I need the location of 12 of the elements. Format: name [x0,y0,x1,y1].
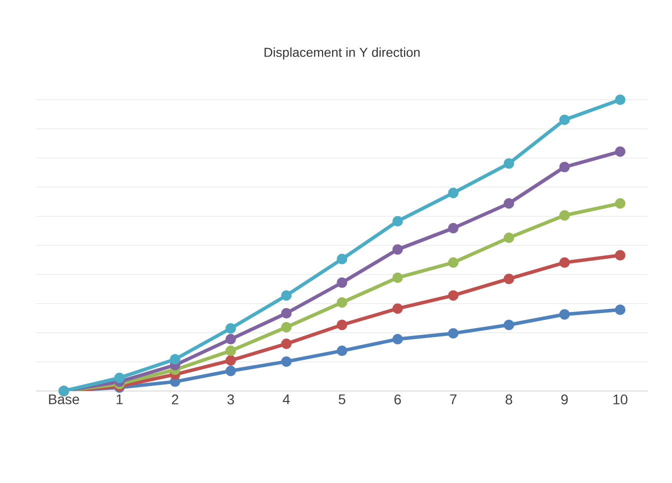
x-tick-label: 3 [227,394,234,404]
x-tick-label: 2 [172,394,178,404]
x-tick-label: 7 [450,394,456,404]
x-tick-label: 5 [338,394,346,404]
x-tick-label: 8 [506,394,512,404]
chart-title: Displacement in Y direction [264,47,420,60]
x-tick-label: 1 [116,394,123,404]
x-tick-label: Base [49,394,80,404]
x-tick-label: 9 [561,394,568,404]
x-tick-label: 10 [613,394,628,404]
x-tick-label: 6 [394,394,401,404]
x-tick-label: 4 [282,394,290,404]
